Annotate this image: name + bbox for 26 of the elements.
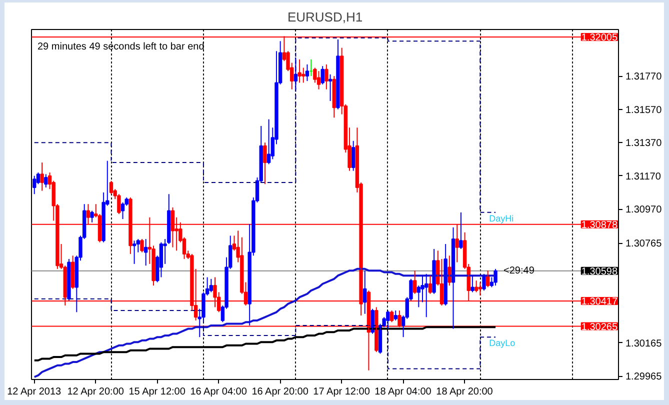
y-tick-label: 1.30970	[626, 204, 662, 216]
x-tick-label: 17 Apr 12:00	[313, 386, 370, 398]
ref-line-label: 1.32005	[581, 32, 618, 44]
x-tick-label: 12 Apr 20:00	[67, 386, 124, 398]
y-tick-label: 1.29965	[626, 372, 662, 383]
series-label: DayHi	[489, 213, 514, 224]
series-label: DayLo	[489, 338, 516, 348]
y-tick-label: 1.31170	[626, 171, 662, 182]
x-tick-label: 16 Apr 20:00	[252, 386, 309, 398]
annotation: <29:49	[504, 265, 535, 276]
y-tick-label: 1.31370	[626, 138, 662, 150]
y-tick-label: 1.31570	[626, 104, 662, 116]
x-tick-label: 18 Apr 04:00	[374, 386, 432, 398]
x-tick-label: 18 Apr 20:00	[436, 386, 494, 398]
annotation: 29 minutes 49 seconds left to bar end	[38, 42, 204, 52]
y-tick-label: 1.30165	[626, 338, 662, 350]
x-tick-label: 12 Apr 2013	[7, 386, 62, 398]
ref-line-label: 1.30265	[581, 322, 618, 333]
y-tick-label: 1.30765	[626, 238, 662, 250]
x-tick-label: 16 Apr 04:00	[190, 386, 248, 398]
y-tick-label: 1.31770	[626, 72, 662, 83]
ref-line-label: 1.30417	[581, 296, 618, 308]
x-tick-label: 15 Apr 12:00	[128, 386, 186, 398]
chart-title: EURUSD,H1	[287, 10, 363, 24]
ref-line-label: 1.30598	[581, 266, 618, 278]
ref-line-label: 1.30878	[581, 220, 618, 231]
